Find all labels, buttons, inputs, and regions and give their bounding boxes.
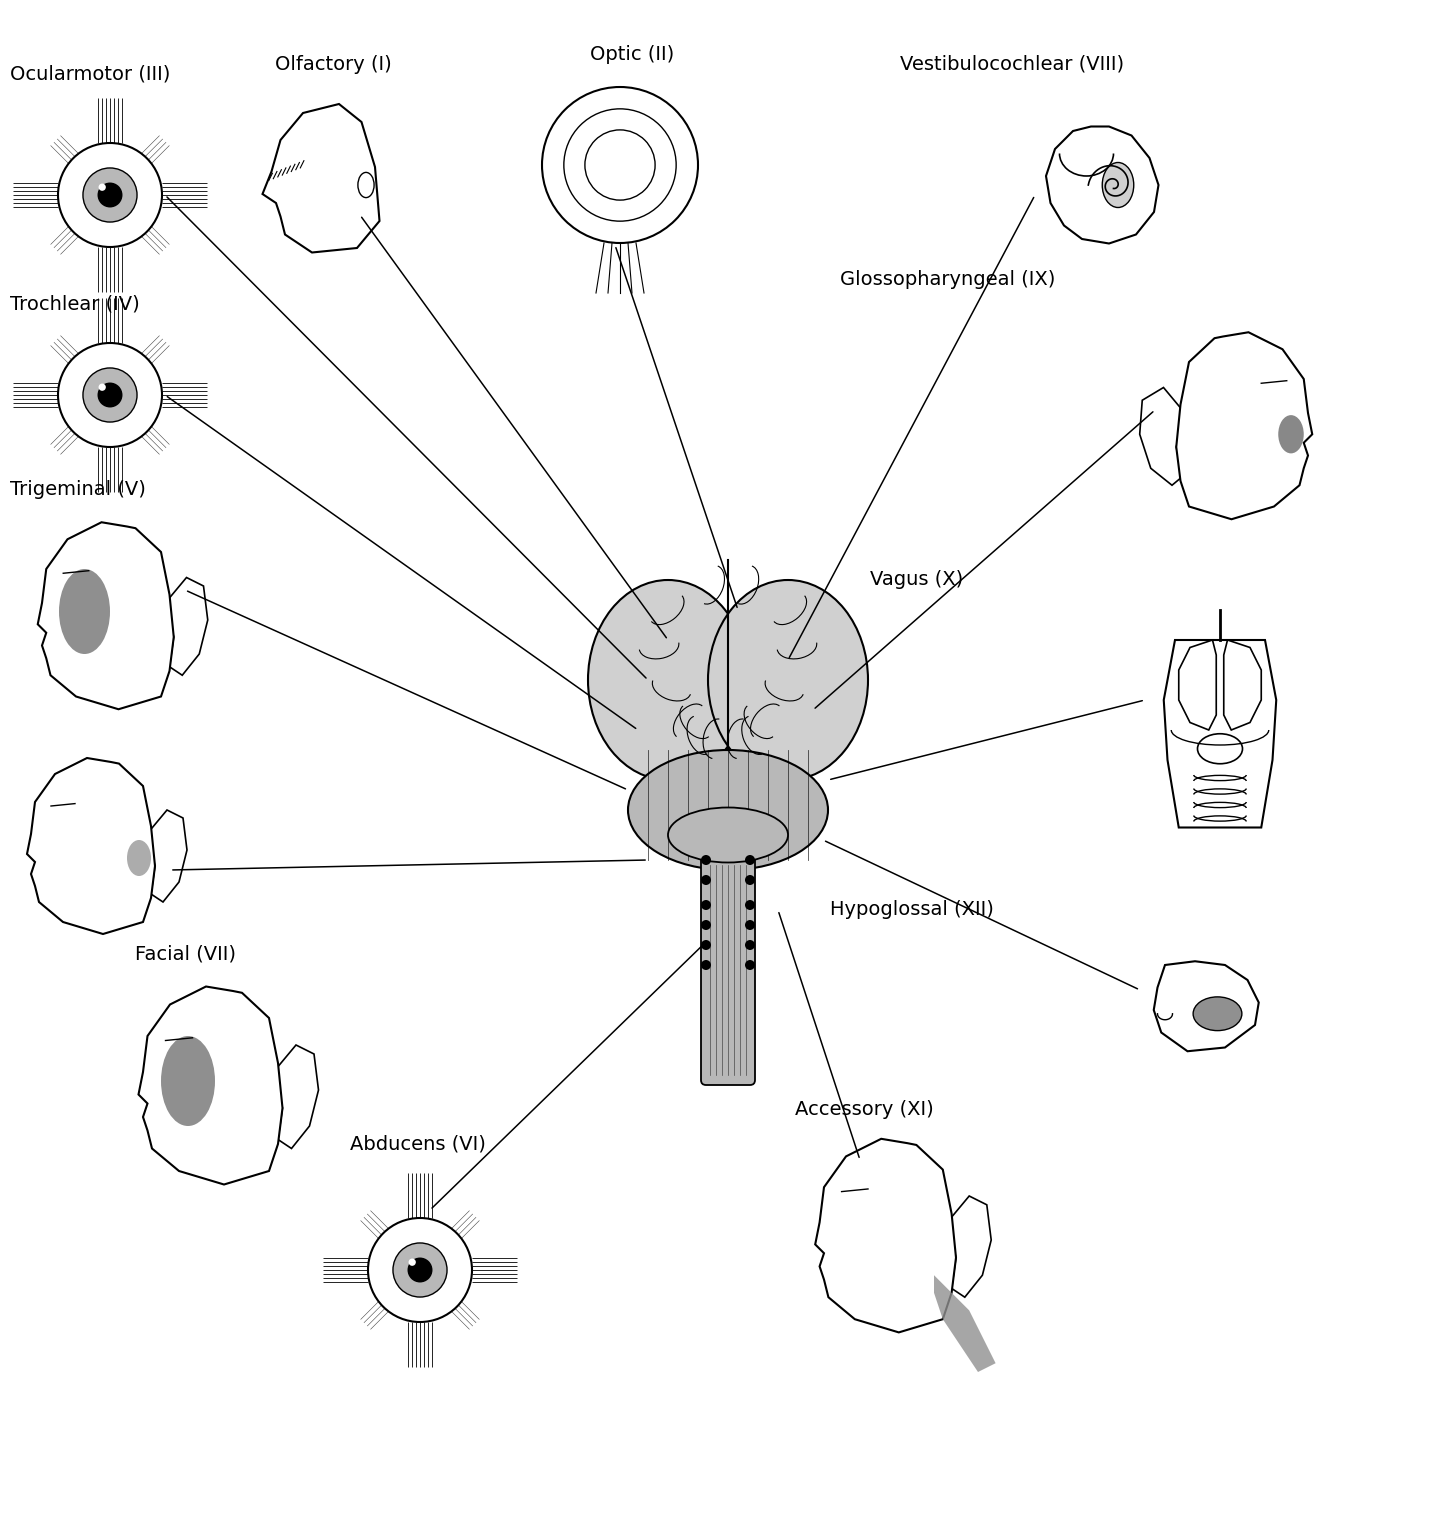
Circle shape [393, 1243, 447, 1296]
Circle shape [745, 900, 756, 909]
Polygon shape [262, 104, 380, 252]
Text: Vagus (X): Vagus (X) [871, 570, 964, 588]
Circle shape [99, 184, 106, 190]
Polygon shape [1045, 126, 1159, 244]
Polygon shape [138, 986, 282, 1184]
FancyBboxPatch shape [700, 856, 756, 1084]
Ellipse shape [1192, 997, 1242, 1031]
Ellipse shape [1102, 163, 1134, 207]
Circle shape [98, 183, 122, 207]
Polygon shape [1140, 387, 1185, 485]
Polygon shape [147, 809, 186, 902]
Polygon shape [165, 578, 208, 676]
Text: Abducens (VI): Abducens (VI) [349, 1135, 486, 1154]
Circle shape [408, 1258, 432, 1283]
Circle shape [745, 856, 756, 865]
Text: Facial (VII): Facial (VII) [135, 945, 236, 965]
Circle shape [83, 369, 137, 422]
Circle shape [98, 382, 122, 407]
Polygon shape [1176, 332, 1312, 519]
Text: Trochlear (IV): Trochlear (IV) [10, 295, 140, 313]
Ellipse shape [358, 172, 374, 198]
Circle shape [745, 920, 756, 929]
Polygon shape [1179, 641, 1216, 730]
Ellipse shape [1197, 734, 1242, 763]
Circle shape [368, 1218, 472, 1322]
Text: Accessory (XI): Accessory (XI) [795, 1100, 933, 1120]
Polygon shape [1223, 641, 1261, 730]
Text: Glossopharyngeal (IX): Glossopharyngeal (IX) [840, 270, 1056, 289]
Circle shape [58, 343, 162, 447]
Ellipse shape [628, 750, 828, 869]
Text: Vestibulocochlear (VIII): Vestibulocochlear (VIII) [900, 55, 1124, 74]
Circle shape [58, 143, 162, 247]
Polygon shape [1153, 962, 1259, 1051]
Text: Hypoglossal (XII): Hypoglossal (XII) [830, 900, 994, 919]
Circle shape [542, 88, 697, 243]
Circle shape [700, 876, 711, 885]
Polygon shape [28, 757, 154, 934]
Circle shape [745, 960, 756, 971]
Ellipse shape [708, 581, 868, 780]
Circle shape [700, 920, 711, 929]
Text: Olfactory (I): Olfactory (I) [275, 55, 392, 74]
Ellipse shape [162, 1035, 215, 1126]
Circle shape [700, 900, 711, 909]
Ellipse shape [60, 568, 111, 654]
Circle shape [83, 167, 137, 223]
Circle shape [700, 960, 711, 971]
Text: Trigeminal (V): Trigeminal (V) [10, 479, 146, 499]
Text: Ocularmotor (III): Ocularmotor (III) [10, 65, 170, 84]
Ellipse shape [127, 840, 151, 876]
Ellipse shape [668, 808, 788, 863]
Ellipse shape [588, 581, 748, 780]
Text: Optic (II): Optic (II) [590, 45, 674, 65]
Polygon shape [274, 1044, 319, 1149]
Circle shape [409, 1258, 416, 1266]
Polygon shape [815, 1138, 957, 1332]
Circle shape [585, 131, 655, 200]
Polygon shape [933, 1275, 996, 1372]
Circle shape [745, 940, 756, 949]
Polygon shape [38, 522, 173, 710]
Ellipse shape [1278, 415, 1303, 453]
Circle shape [700, 940, 711, 949]
Circle shape [99, 384, 106, 390]
Polygon shape [948, 1197, 992, 1298]
Circle shape [700, 856, 711, 865]
Circle shape [745, 876, 756, 885]
